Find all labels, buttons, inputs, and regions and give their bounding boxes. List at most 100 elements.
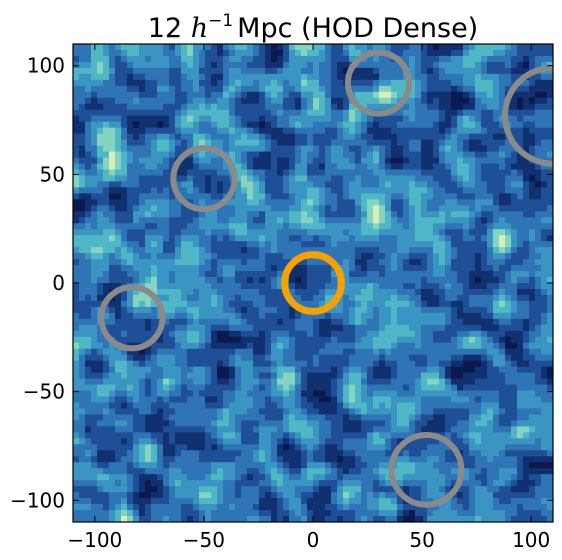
heatmap-cell — [145, 378, 152, 386]
heatmap-cell — [271, 181, 278, 188]
heatmap-cell — [283, 199, 290, 206]
heatmap-cell — [415, 336, 422, 344]
heatmap-cell — [451, 121, 458, 129]
heatmap-cell — [169, 73, 176, 81]
heatmap-cell — [415, 145, 422, 153]
heatmap-cell — [187, 187, 194, 194]
heatmap-cell — [331, 217, 338, 224]
heatmap-cell — [109, 163, 116, 171]
heatmap-cell — [73, 217, 80, 224]
heatmap-cell — [223, 271, 230, 278]
heatmap-cell — [145, 372, 152, 380]
heatmap-cell — [547, 91, 553, 99]
heatmap-cell — [91, 157, 98, 165]
heatmap-cell — [247, 300, 254, 308]
heatmap-cell — [175, 414, 182, 422]
heatmap-cell — [283, 384, 290, 392]
heatmap-cell — [487, 205, 494, 212]
heatmap-cell — [397, 157, 404, 165]
heatmap-cell — [259, 271, 266, 278]
heatmap-cell — [241, 342, 248, 350]
heatmap-cell — [409, 133, 416, 141]
heatmap-cell — [85, 318, 92, 326]
heatmap-cell — [379, 85, 386, 93]
heatmap-cell — [505, 402, 512, 410]
heatmap-cell — [283, 97, 290, 105]
heatmap-cell — [127, 151, 134, 159]
heatmap-cell — [235, 145, 242, 153]
heatmap-cell — [439, 217, 446, 224]
heatmap-cell — [205, 91, 212, 99]
heatmap-cell — [523, 163, 530, 171]
heatmap-cell — [181, 235, 188, 242]
heatmap-cell — [529, 312, 536, 320]
heatmap-cell — [295, 133, 302, 141]
heatmap-cell — [493, 67, 500, 75]
heatmap-cell — [289, 271, 296, 278]
heatmap-cell — [97, 366, 104, 374]
heatmap-cell — [193, 414, 200, 422]
heatmap-cell — [505, 235, 512, 242]
heatmap-cell — [145, 277, 152, 284]
heatmap-cell — [223, 79, 230, 87]
heatmap-cell — [331, 318, 338, 326]
heatmap-cell — [241, 402, 248, 410]
heatmap-cell — [403, 283, 410, 290]
heatmap-cell — [535, 103, 542, 111]
heatmap-cell — [331, 199, 338, 206]
heatmap-cell — [481, 61, 488, 69]
heatmap-cell — [457, 163, 464, 171]
heatmap-cell — [283, 408, 290, 416]
heatmap-cell — [433, 378, 440, 386]
heatmap-cell — [499, 306, 506, 314]
heatmap-cell — [223, 115, 230, 123]
heatmap-cell — [229, 49, 236, 57]
heatmap-cell — [367, 175, 374, 183]
heatmap-cell — [175, 91, 182, 99]
heatmap-cell — [541, 372, 548, 380]
heatmap-cell — [181, 312, 188, 320]
heatmap-cell — [157, 283, 164, 290]
heatmap-cell — [541, 402, 548, 410]
heatmap-cell — [109, 360, 116, 368]
heatmap-cell — [247, 145, 254, 153]
heatmap-cell — [457, 378, 464, 386]
heatmap-cell — [463, 127, 470, 135]
heatmap-cell — [439, 372, 446, 380]
heatmap-cell — [313, 342, 320, 350]
heatmap-cell — [307, 199, 314, 206]
heatmap-cell — [355, 91, 362, 99]
heatmap-cell — [253, 61, 260, 69]
heatmap-cell — [289, 44, 296, 51]
heatmap-cell — [283, 324, 290, 332]
heatmap-cell — [211, 235, 218, 242]
heatmap-cell — [511, 151, 518, 159]
heatmap-cell — [157, 175, 164, 183]
heatmap-cell — [391, 265, 398, 272]
heatmap-cell — [223, 259, 230, 266]
heatmap-cell — [145, 324, 152, 332]
heatmap-cell — [265, 211, 272, 218]
heatmap-cell — [493, 265, 500, 272]
heatmap-cell — [541, 253, 548, 260]
heatmap-cell — [427, 55, 434, 63]
heatmap-cell — [385, 151, 392, 159]
heatmap-cell — [157, 115, 164, 123]
heatmap-cell — [343, 127, 350, 135]
heatmap-cell — [325, 324, 332, 332]
heatmap-cell — [415, 348, 422, 356]
heatmap-cell — [343, 312, 350, 320]
heatmap-cell — [367, 354, 374, 362]
heatmap-cell — [169, 157, 176, 165]
heatmap-cell — [547, 318, 553, 326]
heatmap-cell — [487, 390, 494, 398]
heatmap-cell — [259, 330, 266, 338]
heatmap-cell — [319, 187, 326, 194]
heatmap-cell — [283, 181, 290, 188]
heatmap-cell — [169, 271, 176, 278]
heatmap-cell — [433, 259, 440, 266]
heatmap-cell — [163, 199, 170, 206]
heatmap-cell — [523, 61, 530, 69]
heatmap-cell — [229, 300, 236, 308]
heatmap-cell — [547, 235, 553, 242]
